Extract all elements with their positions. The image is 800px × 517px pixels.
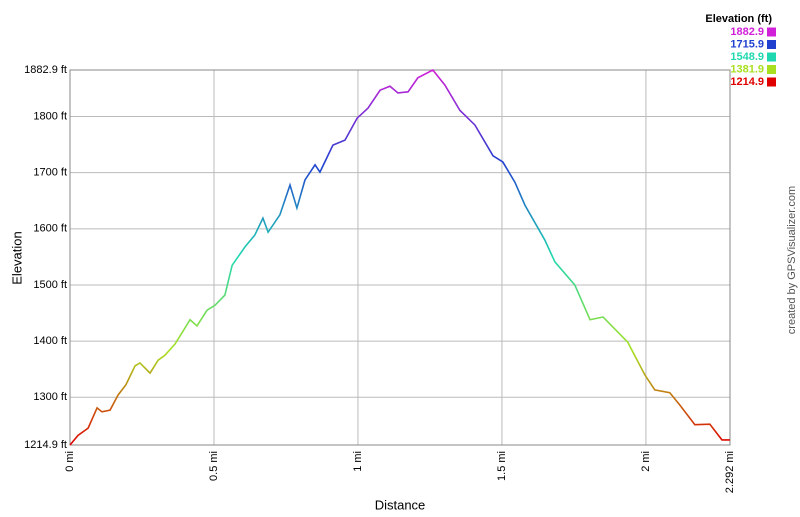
plot-border — [69, 69, 731, 446]
x-tick-label: 0.5 mi — [208, 451, 220, 481]
y-tick-label: 1400 ft — [33, 335, 67, 347]
x-tick-label: 2.292 mi — [724, 451, 736, 493]
legend-swatch — [767, 27, 776, 37]
y-tick-label: 1800 ft — [33, 110, 67, 122]
legend-title: Elevation (ft) — [705, 13, 772, 25]
y-tick-label: 1500 ft — [33, 279, 67, 291]
credit: created by GPSVisualizer.com — [786, 186, 798, 334]
x-tick-label: 1 mi — [352, 451, 364, 472]
legend-label: 1715.9 — [730, 38, 764, 50]
y-tick-label: 1214.9 ft — [24, 439, 67, 451]
legend-swatch — [767, 40, 776, 49]
y-tick-label: 1700 ft — [33, 167, 67, 179]
x-axis-label: Distance — [375, 497, 426, 512]
legend-label: 1548.9 — [730, 51, 764, 63]
x-tick-label: 1.5 mi — [496, 451, 508, 481]
elevation-line — [69, 68, 730, 446]
y-tick-label: 1600 ft — [33, 223, 67, 235]
x-tick-label: 0 mi — [64, 451, 76, 472]
y-axis-label: Elevation — [9, 231, 24, 284]
legend-label: 1381.9 — [730, 63, 764, 75]
x-tick-label: 2 mi — [640, 451, 652, 472]
legend-swatch — [767, 77, 776, 87]
legend-label: 1214.9 — [730, 76, 764, 88]
y-tick-label: 1882.9 ft — [24, 64, 67, 76]
legend-swatch — [767, 52, 776, 62]
y-tick-label: 1300 ft — [33, 391, 67, 403]
legend-swatch — [767, 65, 776, 74]
legend-label: 1882.9 — [730, 26, 764, 38]
